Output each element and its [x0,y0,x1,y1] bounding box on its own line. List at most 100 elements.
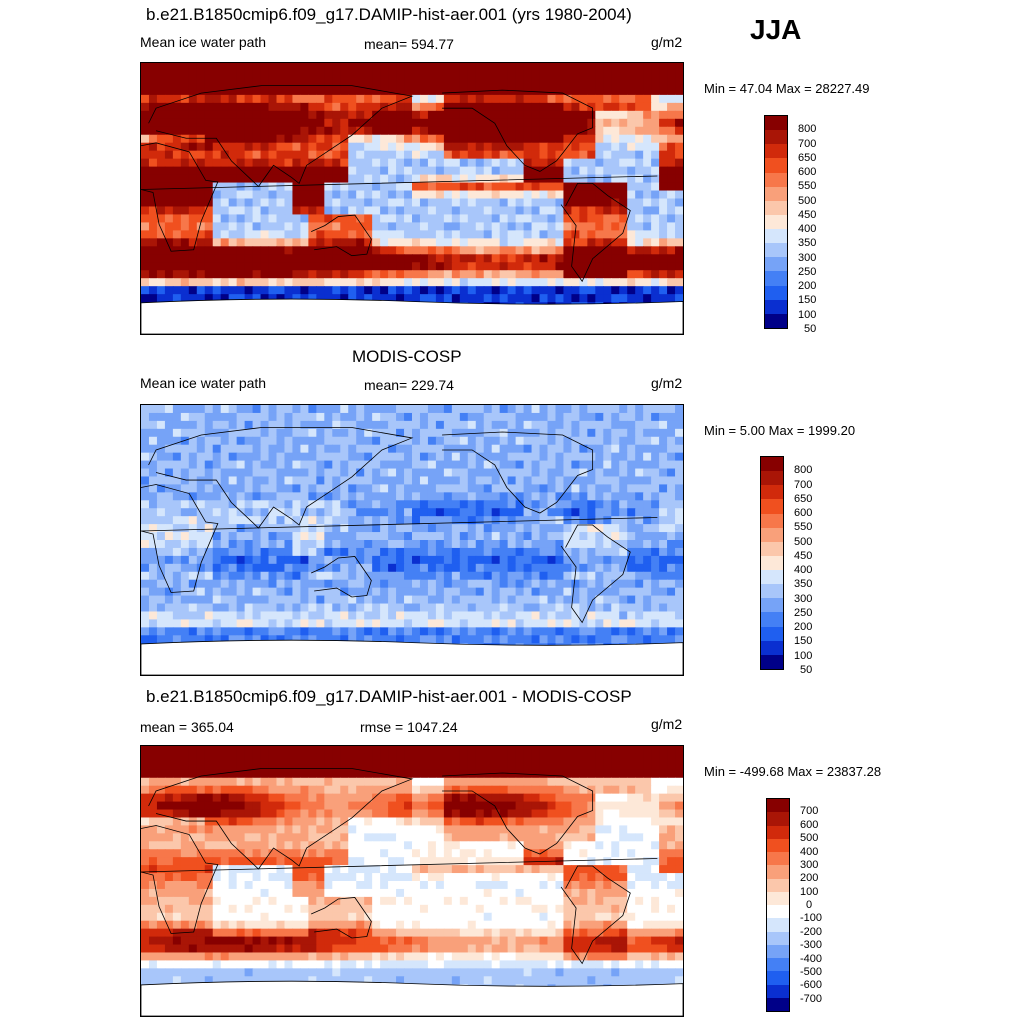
map-cell [348,190,357,200]
map-cell [467,94,477,104]
map-cell [555,587,565,597]
map-cell [172,174,182,184]
map-cell [507,134,517,144]
map-cell [587,444,596,454]
map-cell [659,230,668,239]
map-cell [475,230,485,239]
map-cell [459,412,469,422]
map-cell [467,436,477,446]
map-cell [204,587,214,597]
map-cell [475,294,485,303]
map-cell [531,222,541,231]
map-cell [332,428,341,438]
map-cell [475,753,485,763]
map-cell [443,579,453,589]
map-cell [141,182,150,192]
map-cell [412,420,421,430]
colorbar-swatch [765,271,787,286]
map-cell [667,118,676,128]
map-cell [659,587,668,597]
map-cell [212,753,222,763]
map-cell [364,190,373,200]
map-cell [364,150,373,160]
map-cell [308,571,317,581]
map-cell [340,508,349,517]
map-cell [619,118,628,128]
map-cell [611,102,620,112]
map-cell [675,587,683,597]
map-cell [156,86,166,96]
map-cell [419,420,429,430]
map-cell [627,563,636,573]
map-cell [404,166,413,176]
map-cell [220,555,230,565]
map-cell [635,412,644,422]
map-cell [372,508,381,517]
map-cell [659,246,668,255]
map-cell [300,110,309,120]
map-cell [507,571,517,581]
map-cell [451,540,461,549]
map-cell [459,174,469,184]
map-cell [419,476,429,486]
map-cell [427,452,437,462]
map-cell [276,174,286,184]
map-cell [188,405,198,414]
map-cell [244,603,254,613]
map-cell [419,174,429,184]
map-cell [340,230,349,239]
map-cell [316,63,325,72]
map-cell [324,611,333,621]
map-cell [459,86,469,96]
map-cell [164,102,174,112]
map-cell [404,436,413,446]
map-cell [443,484,453,493]
map-cell [292,94,302,104]
map-cell [419,540,429,549]
map-cell [619,166,628,176]
coastline [442,431,594,514]
map-cell [292,278,302,287]
map-cell [467,460,477,470]
map-cell [531,70,541,80]
map-cell [595,86,604,96]
map-cell [619,753,628,763]
map-cell [475,492,485,501]
map-cell [388,150,397,160]
map-cell [539,246,549,255]
map-cell [380,619,389,628]
map-cell [148,86,158,96]
map-cell [675,563,683,573]
map-cell [380,230,389,239]
map-cell [475,540,485,549]
map-cell [404,110,413,120]
map-cell [619,230,628,239]
map-cell [563,753,573,763]
map-cell [547,603,557,613]
map-cell [627,508,636,517]
map-cell [515,484,525,493]
map-cell [651,753,660,763]
map-cell [204,70,214,80]
map-cell [244,587,254,597]
map-cell [308,214,317,224]
map-cell [499,603,509,613]
map-cell [364,262,373,271]
map-cell [587,142,596,152]
map-cell [491,587,501,597]
map-cell [491,86,501,96]
map-cell [268,452,278,462]
map-cell [220,150,230,160]
map-cell [435,94,445,104]
map-cell [348,278,357,287]
map-cell [531,563,541,573]
map-cell [372,563,381,573]
map-cell [172,532,182,541]
map-cell [156,555,166,565]
map-cell [292,206,302,216]
map-cell [196,198,206,208]
map-cell [443,428,453,438]
map-cell [595,492,604,501]
map-cell [603,571,612,581]
map-cell [667,294,676,303]
